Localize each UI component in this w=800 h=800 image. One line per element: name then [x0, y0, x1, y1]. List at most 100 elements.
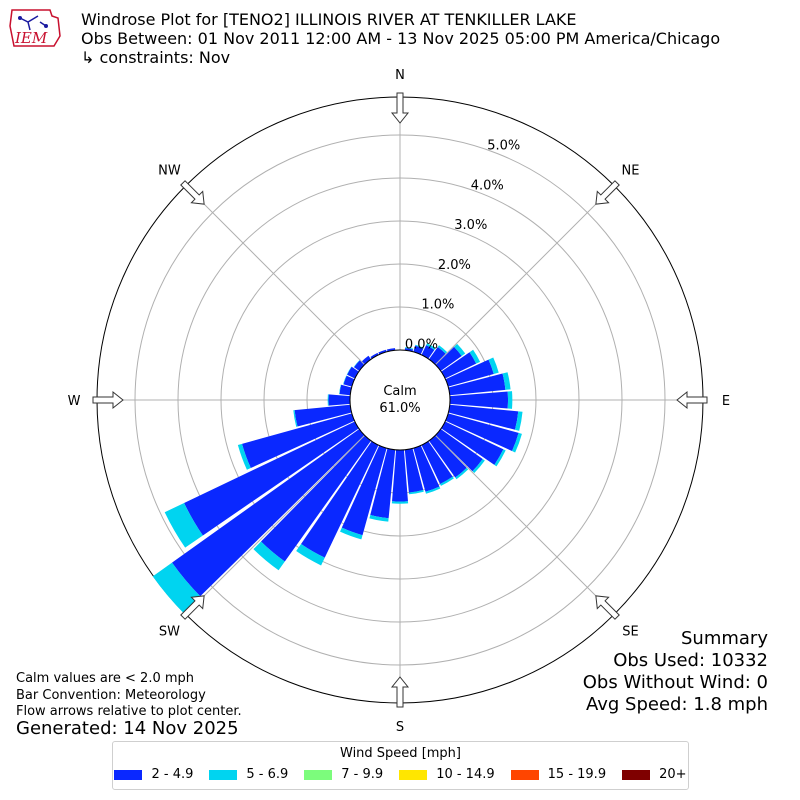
radial-tick-label: 1.0%: [421, 298, 454, 313]
bar-segment: [404, 347, 414, 350]
bar-segment: [260, 435, 371, 562]
bar-segment: [184, 421, 359, 536]
legend: Wind Speed [mph] 2 - 4.9 5 - 6.9 7 - 9.9…: [112, 741, 689, 790]
legend-item: 5 - 6.9: [209, 767, 288, 782]
bar-segment: [392, 449, 408, 502]
bar-segment: [328, 394, 351, 406]
note-arrows: Flow arrows relative to plot center.: [16, 704, 242, 719]
summary-avg-speed: Avg Speed: 1.8 mph: [586, 694, 768, 715]
bar-segment: [172, 429, 365, 597]
bar-segment: [494, 449, 506, 467]
grid-spoke: [185, 185, 365, 365]
legend-item: 2 - 4.9: [114, 767, 193, 782]
bar-segment: [339, 384, 352, 396]
legend-item: 10 - 14.9: [399, 767, 495, 782]
bar-segment: [437, 345, 448, 354]
bar-segment: [441, 352, 477, 379]
direction-label: S: [396, 720, 404, 735]
generated-date: Generated: 14 Nov 2025: [16, 718, 239, 739]
direction-label: SW: [159, 625, 180, 640]
legend-item: 15 - 19.9: [510, 767, 606, 782]
bar-segment: [421, 441, 453, 484]
bar-segment: [472, 458, 485, 474]
flow-arrow-shape: [180, 180, 205, 205]
bar-segment: [445, 359, 494, 387]
summary-heading: Summary: [681, 628, 768, 649]
bar-segment: [455, 467, 469, 480]
legend-swatch: [399, 769, 428, 780]
flow-arrow: [92, 390, 124, 410]
legend-swatch: [209, 769, 238, 780]
direction-label: NW: [158, 163, 181, 178]
bar-segment: [361, 355, 371, 365]
bar-segment: [507, 391, 513, 409]
bar-segment: [448, 404, 519, 430]
bar-segment: [242, 413, 355, 468]
flow-arrow: [595, 180, 620, 205]
note-convention: Bar Convention: Meteorology: [16, 687, 206, 703]
radial-tick-label: 0.0%: [405, 337, 438, 352]
legend-swatch: [510, 769, 539, 780]
bar-segment: [469, 349, 481, 364]
summary-obs-used: Obs Used: 10332: [613, 650, 768, 671]
note-calm: Calm values are < 2.0 mph: [16, 671, 195, 686]
bar-segment: [421, 345, 435, 359]
flow-arrow: [595, 595, 620, 620]
bar-segment: [408, 490, 424, 495]
bar-segment: [294, 404, 352, 427]
bar-segment: [441, 421, 504, 465]
bar-segment: [404, 448, 424, 493]
flow-arrow: [180, 595, 205, 620]
calm-value: 61.0%: [379, 401, 420, 416]
grid-spoke: [185, 435, 365, 615]
bar-segment: [426, 343, 436, 350]
flow-arrow-shape: [180, 595, 205, 620]
bar-segment: [435, 429, 483, 472]
chart-header: Windrose Plot for [TENO2] ILLINOIS RIVER…: [81, 10, 720, 67]
bar-segment: [429, 435, 467, 478]
bar-segment: [449, 391, 509, 409]
bar-segment: [354, 360, 365, 371]
bar-segment: [343, 375, 355, 387]
bar-segment: [413, 445, 440, 492]
flow-arrow: [676, 390, 708, 410]
notes-block: Calm values are < 2.0 mph Bar Convention…: [16, 671, 242, 721]
iem-logo: IEM: [6, 6, 64, 52]
legend-swatch: [304, 769, 333, 780]
legend-item: 20+: [622, 767, 687, 782]
grid-spoke: [435, 185, 615, 365]
bar-segment: [343, 375, 347, 385]
flow-arrow-shape: [92, 390, 124, 410]
calm-circle: [349, 349, 451, 451]
bar-segment: [164, 502, 203, 548]
bar-segment: [512, 432, 522, 453]
flow-arrow: [390, 676, 410, 708]
obs-range: Obs Between: 01 Nov 2011 12:00 AM - 13 N…: [81, 29, 721, 48]
bar-segment: [253, 541, 285, 571]
bar-segment: [152, 562, 201, 613]
direction-label: SE: [622, 625, 638, 640]
bar-segment: [502, 372, 511, 390]
bar-segment: [378, 349, 387, 355]
bar-segment: [296, 543, 325, 566]
bar-segment: [454, 343, 466, 356]
bar-segment: [415, 344, 424, 349]
constraints: ↳ constraints: Nov: [81, 48, 231, 67]
summary-obs-without-wind: Obs Without Wind: 0: [582, 672, 768, 693]
bar-segment: [391, 501, 409, 504]
bar-segment: [301, 441, 379, 558]
bar-segment: [488, 357, 499, 374]
svg-text:IEM: IEM: [14, 29, 48, 47]
bar-segment: [293, 410, 298, 427]
bar-segment: [341, 445, 387, 536]
flow-arrow-shape: [595, 595, 620, 620]
legend-swatch: [114, 769, 143, 780]
bar-segment: [445, 413, 519, 452]
bar-segment: [327, 394, 329, 406]
legend-title: Wind Speed [mph]: [340, 746, 461, 761]
bar-segment: [237, 443, 251, 470]
direction-label: N: [395, 68, 405, 83]
bar-segment: [425, 486, 441, 494]
bar-segment: [346, 366, 352, 375]
